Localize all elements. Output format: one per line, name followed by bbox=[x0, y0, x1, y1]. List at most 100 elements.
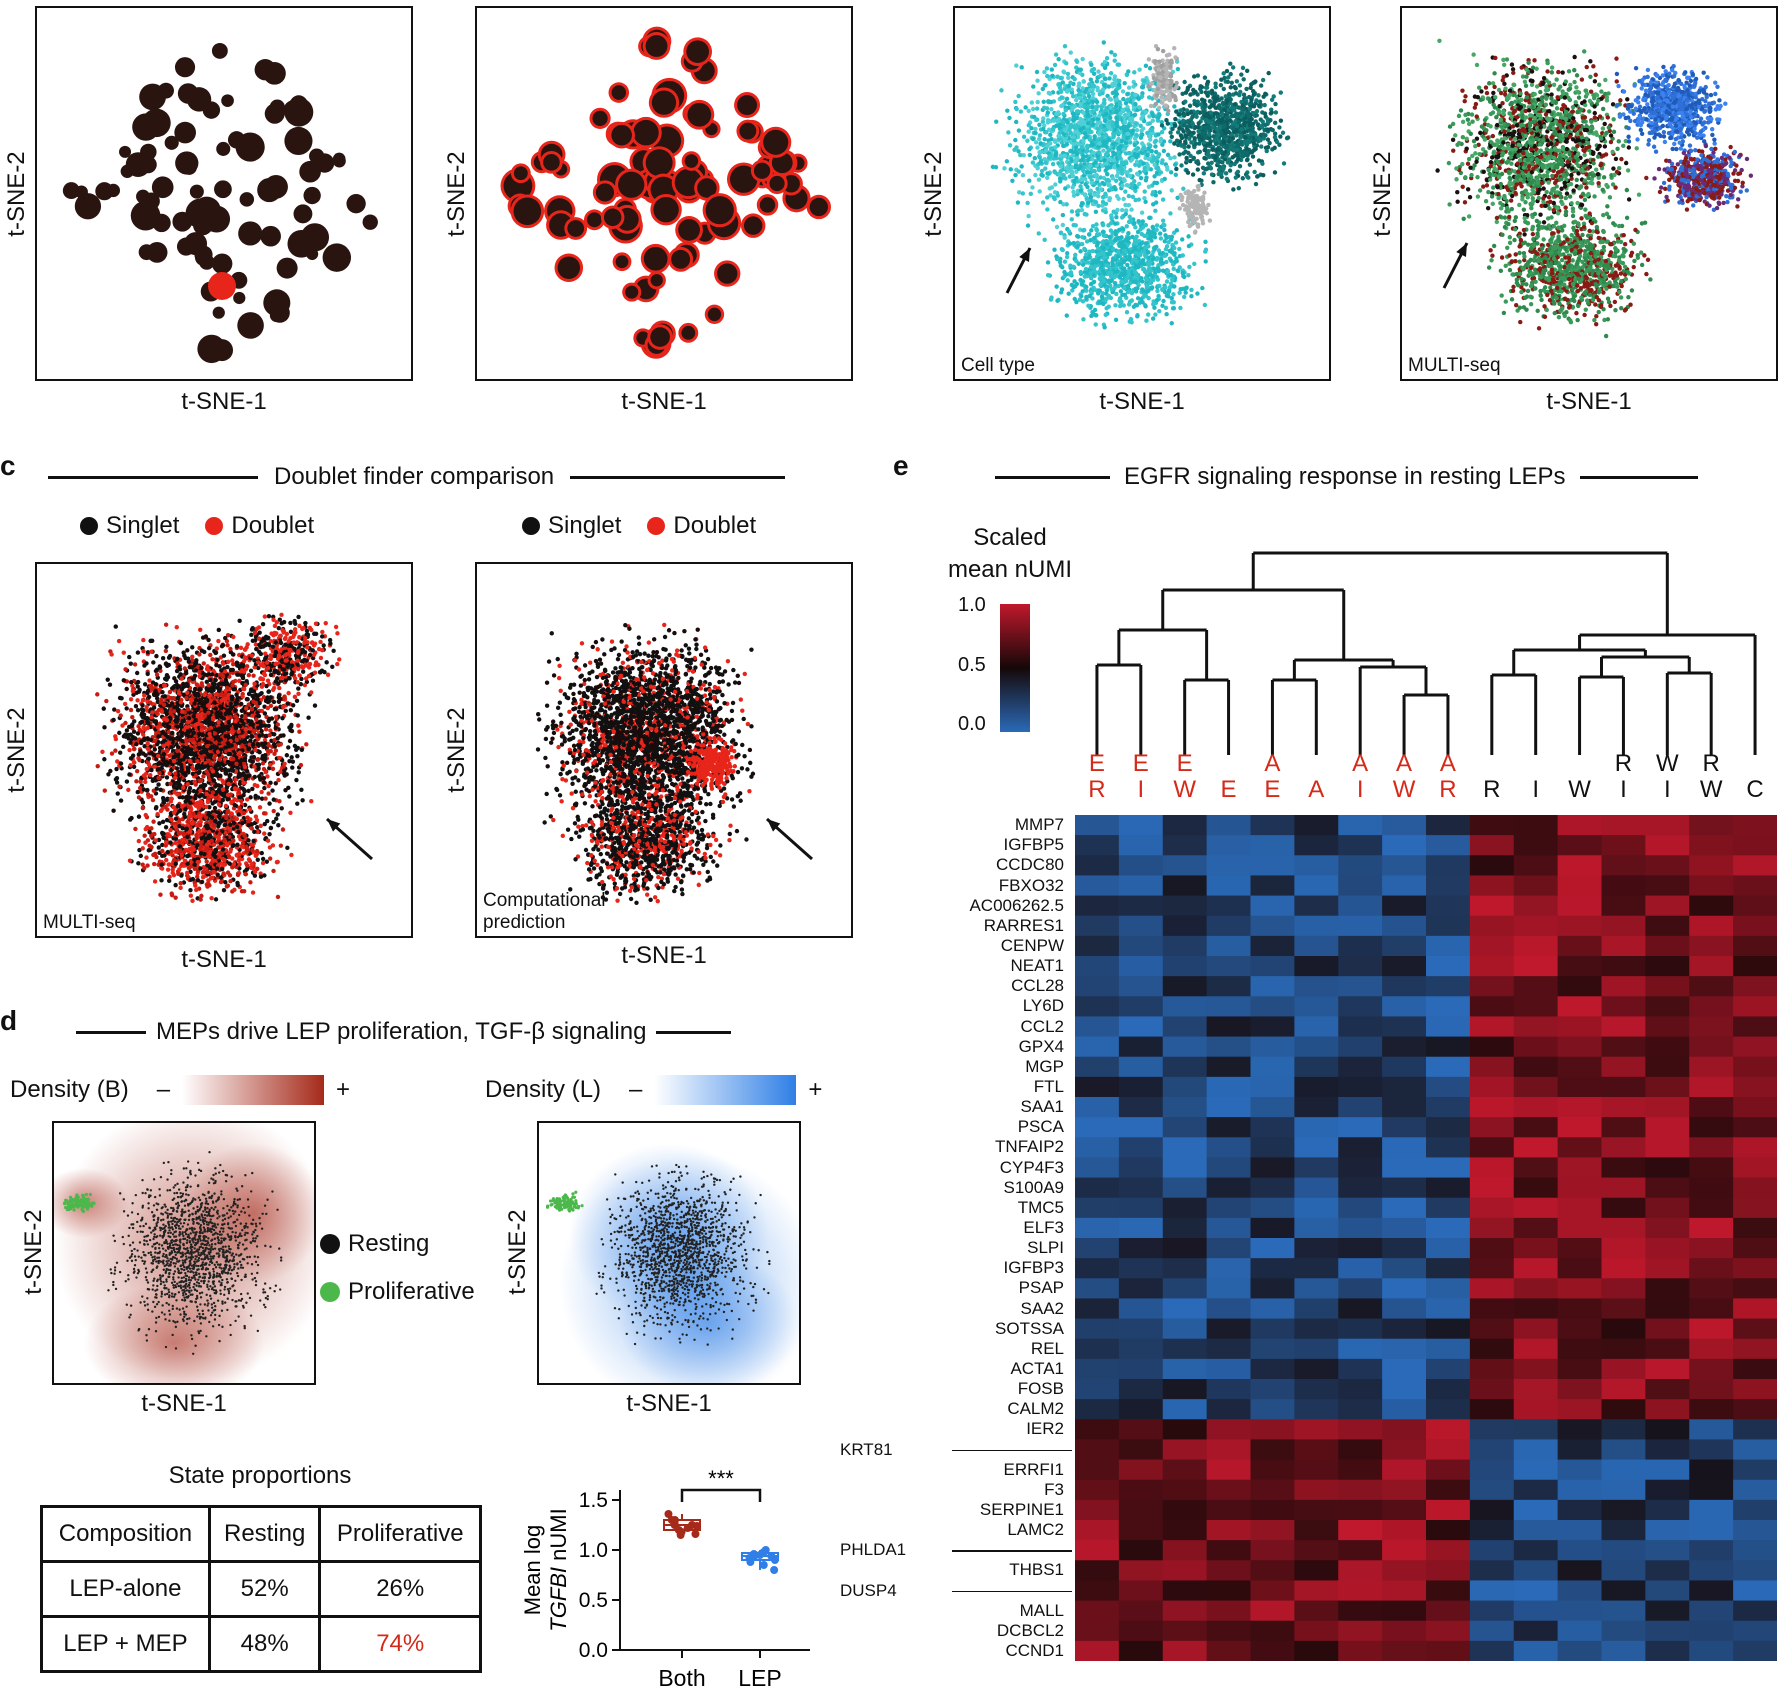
cell-point bbox=[1055, 298, 1060, 303]
cell-point bbox=[1023, 105, 1028, 110]
cell-point bbox=[1246, 139, 1252, 144]
cell-point bbox=[1102, 97, 1107, 103]
cell-point bbox=[1221, 86, 1226, 92]
cell-point bbox=[1074, 58, 1079, 63]
cell-point bbox=[1587, 144, 1592, 149]
cell-point bbox=[1160, 48, 1166, 54]
cell-point bbox=[1033, 172, 1038, 178]
cell-point bbox=[1040, 173, 1045, 178]
cell-point bbox=[1080, 299, 1086, 304]
cell-point bbox=[1132, 245, 1137, 250]
cell-point bbox=[1101, 148, 1106, 153]
cell-point bbox=[1123, 140, 1129, 146]
cell-point bbox=[1158, 251, 1163, 256]
cell-point bbox=[1126, 69, 1131, 74]
cluster-blob bbox=[177, 83, 199, 104]
cell-point bbox=[1045, 73, 1050, 79]
cell-point bbox=[1571, 188, 1576, 193]
cell-point bbox=[1174, 256, 1179, 261]
cell-point bbox=[1215, 132, 1221, 137]
cell-point bbox=[1488, 160, 1494, 165]
cluster-blob bbox=[142, 192, 160, 210]
cell-point bbox=[1100, 268, 1106, 274]
cell-point bbox=[1126, 236, 1131, 241]
cell-point bbox=[1156, 81, 1161, 87]
cell-point bbox=[1152, 174, 1157, 179]
cell-point bbox=[1125, 112, 1131, 117]
cell-point bbox=[1112, 74, 1118, 79]
cell-point bbox=[1584, 172, 1589, 177]
cell-point bbox=[1133, 102, 1138, 107]
cell-point bbox=[1100, 203, 1105, 208]
cell-point bbox=[1090, 91, 1096, 97]
cluster-blob bbox=[257, 177, 282, 203]
cell-point bbox=[1090, 104, 1095, 110]
cell-point bbox=[1559, 176, 1564, 182]
cell-point bbox=[1186, 234, 1191, 239]
cell-point bbox=[1149, 127, 1155, 133]
cell-point bbox=[1063, 166, 1069, 171]
cell-point bbox=[1104, 241, 1110, 247]
cell-point bbox=[1080, 234, 1085, 240]
cell-point bbox=[1159, 129, 1165, 135]
cell-point bbox=[1178, 287, 1183, 292]
cell-point bbox=[1200, 285, 1205, 291]
cell-point bbox=[1173, 172, 1179, 177]
cell-point bbox=[1130, 234, 1135, 240]
cell-point bbox=[1142, 78, 1147, 84]
cluster-blob bbox=[139, 121, 153, 135]
cell-point bbox=[1042, 69, 1047, 75]
cell-point bbox=[1083, 266, 1089, 272]
cell-point bbox=[1140, 219, 1146, 224]
cell-point bbox=[1100, 195, 1106, 200]
cell-point bbox=[1066, 83, 1072, 89]
cell-point bbox=[1234, 123, 1240, 129]
cell-point bbox=[1210, 124, 1216, 130]
cell-point bbox=[1144, 269, 1149, 275]
cell-point bbox=[1187, 223, 1192, 229]
cell-point bbox=[1148, 103, 1154, 109]
cell-point bbox=[1213, 155, 1218, 160]
cluster-blob bbox=[314, 153, 335, 173]
cluster-blob bbox=[707, 307, 722, 322]
cell-point bbox=[1522, 79, 1528, 85]
cell-point bbox=[1088, 264, 1094, 270]
cluster-blob bbox=[759, 197, 776, 213]
cell-point bbox=[1191, 188, 1197, 194]
cell-point bbox=[1502, 81, 1507, 87]
cell-point bbox=[1089, 289, 1094, 295]
cell-point bbox=[1555, 211, 1561, 216]
cell-point bbox=[1077, 95, 1082, 101]
cell-point bbox=[1154, 93, 1160, 98]
cell-point bbox=[1070, 288, 1075, 293]
cell-point bbox=[1121, 176, 1127, 182]
cell-point bbox=[1095, 88, 1101, 93]
cell-point bbox=[1163, 67, 1168, 72]
cell-point bbox=[1549, 96, 1554, 101]
cell-point bbox=[1111, 90, 1117, 95]
cell-point bbox=[1058, 89, 1064, 95]
cell-point bbox=[1058, 164, 1064, 169]
cell-point bbox=[1087, 249, 1092, 254]
cell-point bbox=[1021, 134, 1027, 139]
cell-point bbox=[1038, 141, 1043, 146]
cell-point bbox=[1579, 77, 1585, 82]
cell-point bbox=[1082, 131, 1088, 136]
cell-point bbox=[1547, 206, 1552, 211]
cell-point bbox=[1133, 250, 1139, 256]
cluster-blob bbox=[120, 164, 134, 178]
cell-point bbox=[1104, 306, 1109, 311]
cell-point bbox=[1026, 213, 1031, 219]
cell-point bbox=[1196, 121, 1201, 126]
cell-point bbox=[1019, 65, 1024, 70]
cell-point bbox=[1566, 128, 1571, 133]
cluster-blob bbox=[717, 263, 738, 284]
cell-point bbox=[1093, 200, 1099, 205]
cell-point bbox=[1160, 142, 1165, 147]
cell-point bbox=[1133, 185, 1138, 190]
cell-point bbox=[1162, 227, 1167, 233]
cell-point bbox=[1097, 150, 1102, 156]
cluster-blob bbox=[289, 95, 308, 114]
cell-point bbox=[1141, 267, 1147, 272]
cell-point bbox=[1465, 161, 1471, 166]
